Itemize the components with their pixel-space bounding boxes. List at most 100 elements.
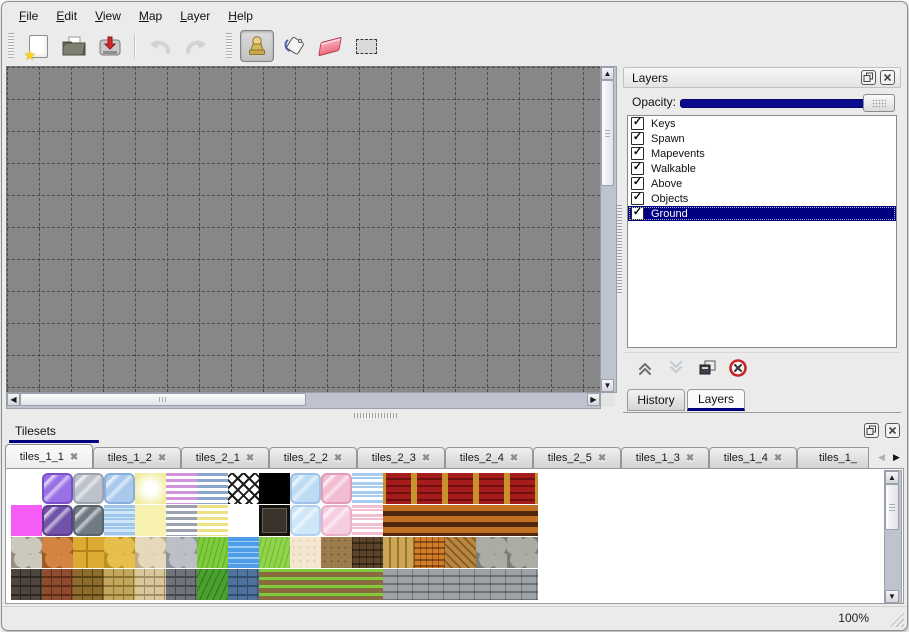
tileset-tile-r0c8[interactable] (259, 473, 290, 504)
close-panel-button[interactable] (880, 70, 895, 85)
tileset-tile-r1c1[interactable] (42, 505, 73, 536)
tileset-tile-r1c3[interactable] (104, 505, 135, 536)
tileset-tile-r2c5[interactable] (166, 537, 197, 568)
tileset-tile-r3c9[interactable] (290, 569, 321, 600)
tab-close-icon[interactable]: ✖ (245, 452, 255, 464)
move-layer-up-button[interactable] (632, 356, 658, 380)
tileset-tile-r3c13[interactable] (414, 569, 445, 600)
tileset-tile-r3c5[interactable] (166, 569, 197, 600)
tileset-tile-r0c5[interactable] (166, 473, 197, 504)
tileset-tile-r3c12[interactable] (383, 569, 414, 600)
tileset-tile-r1c0[interactable] (11, 505, 42, 536)
tileset-tile-r1c16[interactable] (507, 505, 538, 536)
layer-visibility-checkbox[interactable]: ✓ (631, 161, 644, 175)
tileset-tab-tiles_2_1[interactable]: tiles_2_1 ✖ (181, 447, 269, 468)
tileset-tile-r0c15[interactable] (476, 473, 507, 504)
tileset-tile-r0c7[interactable] (228, 473, 259, 504)
tileset-tile-r1c2[interactable] (73, 505, 104, 536)
opacity-slider-handle[interactable] (863, 94, 895, 112)
tileset-tile-r2c0[interactable] (11, 537, 42, 568)
tileset-tile-r0c6[interactable] (197, 473, 228, 504)
tileset-tile-r2c10[interactable] (321, 537, 352, 568)
tileset-tile-r2c8[interactable] (259, 537, 290, 568)
layer-list[interactable]: ✓ Keys ✓ Spawn ✓ Mapevents ✓ Walkable ✓ Above ✓ Obj… (627, 115, 897, 348)
scroll-right-button[interactable]: ▶ (587, 393, 600, 406)
opacity-slider[interactable] (680, 93, 895, 112)
new-map-button[interactable]: ★ (22, 31, 54, 63)
tileset-tile-r1c9[interactable] (290, 505, 321, 536)
tileset-tile-r3c6[interactable] (197, 569, 228, 600)
tab-close-icon[interactable]: ✖ (333, 452, 343, 464)
tab-close-icon[interactable]: ✖ (773, 452, 783, 464)
layer-row-keys[interactable]: ✓ Keys (628, 116, 896, 131)
tileset-tab-tiles_2_5[interactable]: tiles_2_5 ✖ (533, 447, 621, 468)
tileset-tile-r0c11[interactable] (352, 473, 383, 504)
tab-close-icon[interactable]: ✖ (157, 452, 167, 464)
tilesets-panel-titlebar[interactable]: Tilesets (3, 419, 906, 442)
toolbar-drag-handle[interactable] (8, 33, 14, 59)
tileset-tile-r0c3[interactable] (104, 473, 135, 504)
tileset-tile-r1c8[interactable] (259, 505, 290, 536)
tileset-tile-r1c12[interactable] (383, 505, 414, 536)
duplicate-layer-button[interactable] (694, 356, 720, 380)
tileset-tile-r1c10[interactable] (321, 505, 352, 536)
layer-row-above[interactable]: ✓ Above (628, 176, 896, 191)
tileset-tab-tiles_2_4[interactable]: tiles_2_4 ✖ (445, 447, 533, 468)
tileset-tile-r2c1[interactable] (42, 537, 73, 568)
map-canvas[interactable] (6, 66, 601, 393)
tileset-tile-r1c13[interactable] (414, 505, 445, 536)
tileset-tab-tiles_1_2[interactable]: tiles_1_2 ✖ (93, 447, 181, 468)
tileset-tile-r3c15[interactable] (476, 569, 507, 600)
canvas-hscrollbar[interactable]: ◀ ▶ (6, 392, 601, 409)
tileset-tile-r2c15[interactable] (476, 537, 507, 568)
scroll-down-button[interactable]: ▼ (601, 379, 614, 392)
scroll-down-button[interactable]: ▼ (885, 590, 899, 603)
tab-close-icon[interactable]: ✖ (597, 452, 607, 464)
layer-row-ground[interactable]: ✓ Ground (628, 206, 896, 221)
tileset-tile-r3c7[interactable] (228, 569, 259, 600)
tileset-tile-r2c13[interactable] (414, 537, 445, 568)
tileset-tile-r2c6[interactable] (197, 537, 228, 568)
layer-visibility-checkbox[interactable]: ✓ (631, 206, 644, 220)
scroll-up-button[interactable]: ▲ (601, 67, 614, 80)
tab-close-icon[interactable]: ✖ (685, 452, 695, 464)
tileset-tab-tiles_1_4[interactable]: tiles_1_4 ✖ (709, 447, 797, 468)
tileset-vscrollbar[interactable]: ▲ ▼ (884, 470, 902, 603)
menu-item-map[interactable]: Map (138, 9, 163, 23)
tileset-tile-r1c6[interactable] (197, 505, 228, 536)
dock-tab-layers[interactable]: Layers (687, 389, 745, 411)
tileset-tile-r3c4[interactable] (135, 569, 166, 600)
tileset-tab-tiles_1_1[interactable]: tiles_1_1 ✖ (5, 444, 93, 468)
tileset-tile-r2c2[interactable] (73, 537, 104, 568)
tileset-tile-r0c10[interactable] (321, 473, 352, 504)
open-map-button[interactable] (58, 31, 90, 61)
stamp-tool-button[interactable] (240, 30, 274, 62)
tileset-tile-r2c16[interactable] (507, 537, 538, 568)
vscroll-thumb[interactable] (601, 80, 614, 186)
canvas-vscrollbar[interactable]: ▲ ▼ (600, 66, 617, 393)
redo-button[interactable] (180, 31, 212, 61)
undo-button[interactable] (144, 31, 176, 61)
tileset-tab-tiles_2_3[interactable]: tiles_2_3 ✖ (357, 447, 445, 468)
layer-visibility-checkbox[interactable]: ✓ (631, 191, 644, 205)
tileset-tile-r1c11[interactable] (352, 505, 383, 536)
tileset-tile-r2c3[interactable] (104, 537, 135, 568)
menu-item-edit[interactable]: Edit (56, 9, 78, 23)
hscroll-thumb[interactable] (20, 393, 306, 406)
tileset-tile-r2c4[interactable] (135, 537, 166, 568)
tileset-tile-r2c12[interactable] (383, 537, 414, 568)
tileset-tile-r2c11[interactable] (352, 537, 383, 568)
tileset-tile-r3c3[interactable] (104, 569, 135, 600)
tileset-tile-r0c16[interactable] (507, 473, 538, 504)
resize-grip-icon[interactable] (889, 612, 904, 627)
tileset-tile-r2c7[interactable] (228, 537, 259, 568)
tileset-tile-r0c4[interactable] (135, 473, 166, 504)
tileset-tile-r3c0[interactable] (11, 569, 42, 600)
select-tool-button[interactable] (350, 31, 382, 61)
tileset-tile-r3c1[interactable] (42, 569, 73, 600)
move-layer-down-button[interactable] (663, 356, 689, 380)
menu-item-help[interactable]: Help (228, 9, 253, 23)
dock-tab-history[interactable]: History (627, 389, 685, 411)
tileset-tab-tiles_1_3[interactable]: tiles_1_3 ✖ (621, 447, 709, 468)
tileset-tile-r3c14[interactable] (445, 569, 476, 600)
